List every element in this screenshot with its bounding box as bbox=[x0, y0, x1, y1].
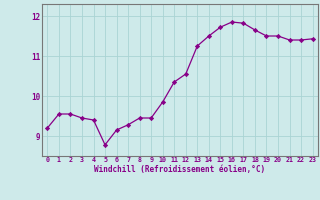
X-axis label: Windchill (Refroidissement éolien,°C): Windchill (Refroidissement éolien,°C) bbox=[94, 165, 266, 174]
